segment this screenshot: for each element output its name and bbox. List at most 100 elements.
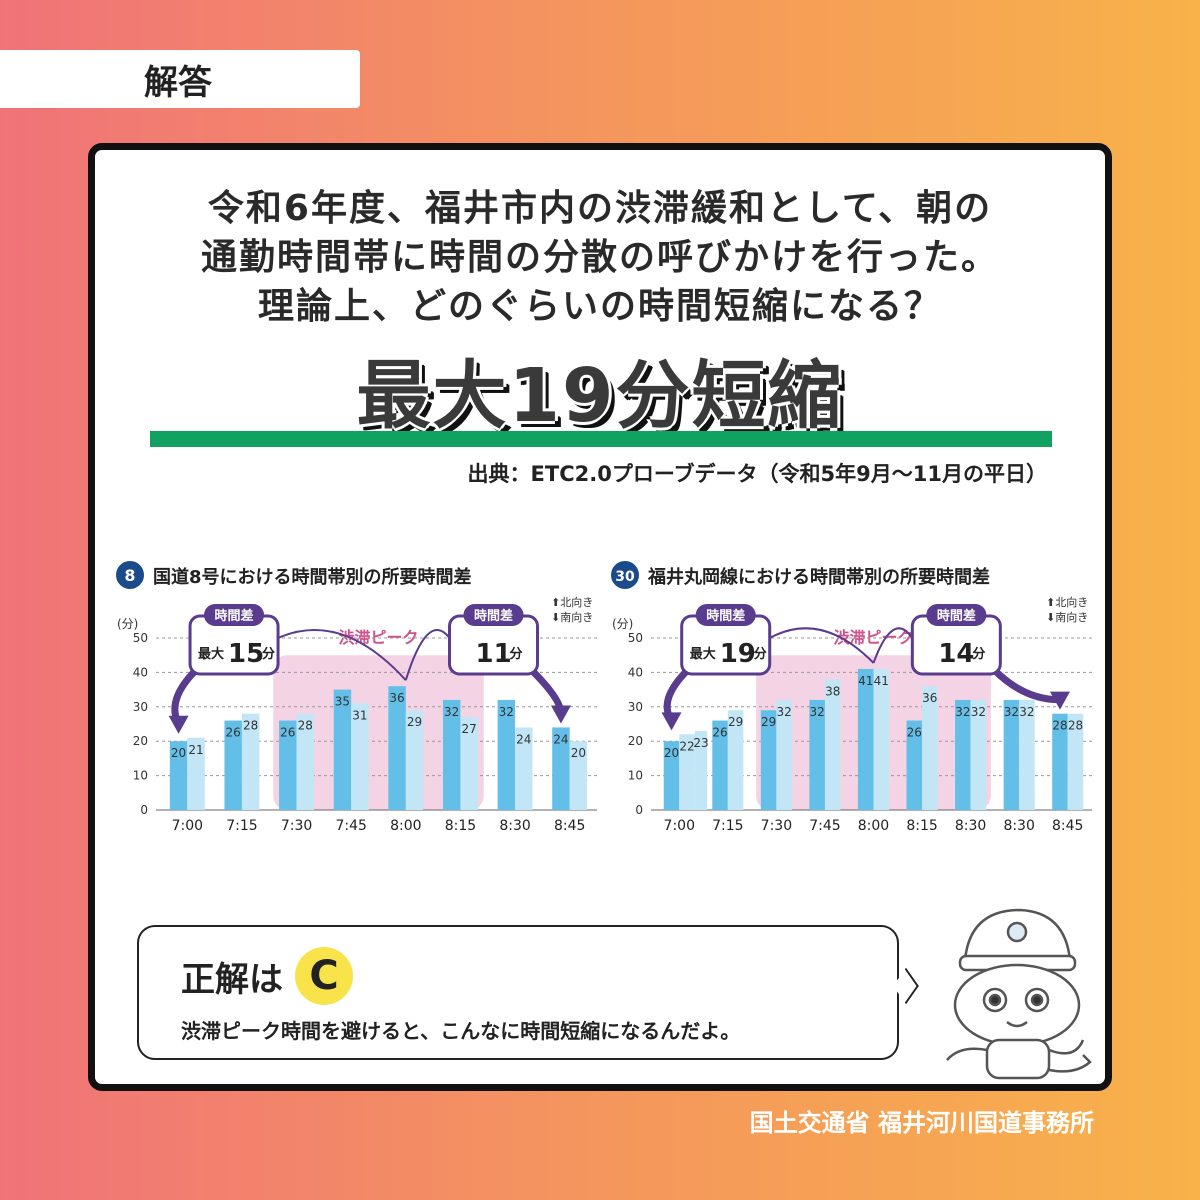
difference-callout-unit: 分 (510, 646, 523, 662)
bar-south-label: 41 (874, 674, 889, 688)
route-badge-number: 8 (124, 566, 135, 585)
bar-north (497, 699, 516, 810)
chart-fukui-maruoka: 30 福井丸岡線における時間帯別の所要時間差 ⬆北向き ⬇南向き 渋滞ピーク (分) 0 10… (600, 550, 1100, 870)
x-tick-label: 7:15 (226, 818, 257, 834)
bar-north-label: 32 (499, 705, 514, 719)
bar-north-label: 35 (335, 695, 350, 709)
y-tick-label: 40 (628, 665, 643, 679)
bar-south (187, 737, 205, 810)
bar-extra-label: 23 (693, 736, 708, 750)
x-tick-label: 7:00 (664, 818, 695, 834)
y-tick-label: 30 (628, 700, 643, 714)
bar-south-label: 22 (679, 739, 694, 753)
bar-north (906, 720, 923, 810)
bar-south (776, 699, 792, 810)
peak-band (273, 655, 484, 810)
bar-south (1067, 713, 1084, 810)
y-axis-unit: (分) (117, 617, 138, 631)
chart-route8-svg: 8 国道8号における時間帯別の所要時間差⬆北向き⬇南向き渋滞ピーク(分)01020… (114, 559, 597, 834)
peak-connector (404, 629, 451, 681)
bar-south (296, 713, 315, 810)
bar-south (405, 710, 424, 810)
x-tick-label: 8:00 (858, 818, 889, 834)
y-tick-label: 50 (133, 631, 148, 645)
difference-arrow (171, 667, 199, 726)
correct-label: 正解は (181, 959, 283, 1000)
x-tick-label: 8:15 (906, 818, 937, 834)
bar-north (1003, 699, 1020, 810)
answer-speech-bubble: 正解は C 渋滞ピーク時間を避けると、こんなに時間短縮になるんだよ。 (137, 925, 899, 1060)
difference-callout-unit: 分 (754, 646, 767, 662)
bar-north (1052, 713, 1068, 810)
difference-callout-header (463, 604, 524, 626)
bar-south (970, 699, 987, 810)
x-tick-label: 7:15 (712, 818, 743, 834)
y-tick-label: 10 (133, 769, 148, 783)
question-line-2: 通勤時間帯に時間の分散の呼びかけを行った。 (200, 237, 999, 278)
difference-callout-value: 11 (476, 639, 512, 669)
bar-south-label: 36 (922, 691, 937, 705)
legend-north: ⬆北向き (1046, 595, 1088, 609)
bar-north-label: 20 (171, 746, 186, 760)
bar-north-label: 20 (664, 746, 679, 760)
y-tick-label: 40 (133, 665, 148, 679)
difference-callout-label: 時間差 (215, 608, 254, 624)
bar-north-label: 26 (226, 726, 241, 740)
difference-callout-prefix: 最大 (690, 646, 716, 662)
bar-south-label: 20 (571, 746, 586, 760)
difference-callout-label: 時間差 (706, 608, 745, 624)
y-tick-label: 0 (140, 803, 148, 817)
bar-south (679, 734, 695, 810)
difference-callout-unit: 分 (262, 646, 275, 662)
difference-callout-header (926, 604, 987, 626)
bar-north-label: 24 (553, 732, 568, 746)
y-tick-label: 20 (133, 734, 148, 748)
bar-north (552, 727, 570, 810)
x-tick-label: 7:45 (809, 818, 840, 834)
bar-south (1019, 699, 1035, 810)
bar-north-label: 26 (280, 726, 295, 740)
difference-callout-value: 14 (938, 639, 974, 669)
bar-north (760, 710, 777, 810)
difference-arrowhead (168, 715, 189, 734)
bar-north (224, 720, 242, 810)
bar-south (515, 727, 533, 810)
x-tick-label: 8:30 (1003, 818, 1034, 834)
bar-north (663, 741, 680, 810)
y-tick-label: 30 (133, 700, 148, 714)
difference-arrow (991, 667, 1061, 704)
x-tick-label: 7:00 (172, 818, 203, 834)
y-tick-label: 10 (628, 769, 643, 783)
bar-extra (694, 730, 708, 810)
bar-north-label: 36 (389, 691, 404, 705)
difference-callout-value: 15 (228, 639, 264, 669)
route-badge-icon (114, 559, 146, 591)
answer-tag: 解答 (0, 50, 360, 108)
answer-card: 令和6年度、福井市内の渋滞緩和として、朝の 通勤時間帯に時間の分散の呼びかけを行… (88, 143, 1112, 1091)
chart-fukui-maruoka-svg: 30 福井丸岡線における時間帯別の所要時間差⬆北向き⬇南向き渋滞ピーク(分)010… (609, 559, 1092, 834)
bar-south (460, 717, 478, 810)
bar-south-label: 21 (188, 743, 203, 757)
y-tick-label: 0 (635, 803, 643, 817)
correct-answer: 正解は C (181, 947, 353, 1005)
difference-arrowhead (550, 705, 571, 724)
difference-arrowhead (1049, 691, 1070, 710)
bar-north (809, 699, 825, 810)
difference-callout-label: 時間差 (474, 608, 513, 624)
question-line-1: 令和6年度、福井市内の渋滞緩和として、朝の (207, 188, 993, 229)
x-tick-label: 8:00 (390, 818, 421, 834)
y-tick-label: 20 (628, 734, 643, 748)
difference-callout-value: 19 (720, 639, 756, 669)
bar-south-label: 27 (462, 722, 477, 736)
bar-south-label: 31 (352, 708, 367, 722)
bar-south-label: 38 (825, 684, 840, 698)
bar-north (169, 741, 188, 810)
footer-credit: 国土交通省 福井河川国道事務所 (749, 1109, 1094, 1137)
legend-north: ⬆北向き (551, 595, 593, 609)
x-tick-label: 8:30 (499, 818, 530, 834)
bar-south (569, 741, 588, 810)
bar-north-label: 32 (955, 705, 970, 719)
difference-callout-header (204, 604, 265, 626)
divider-bar (150, 431, 1052, 447)
peak-connector (872, 627, 914, 664)
